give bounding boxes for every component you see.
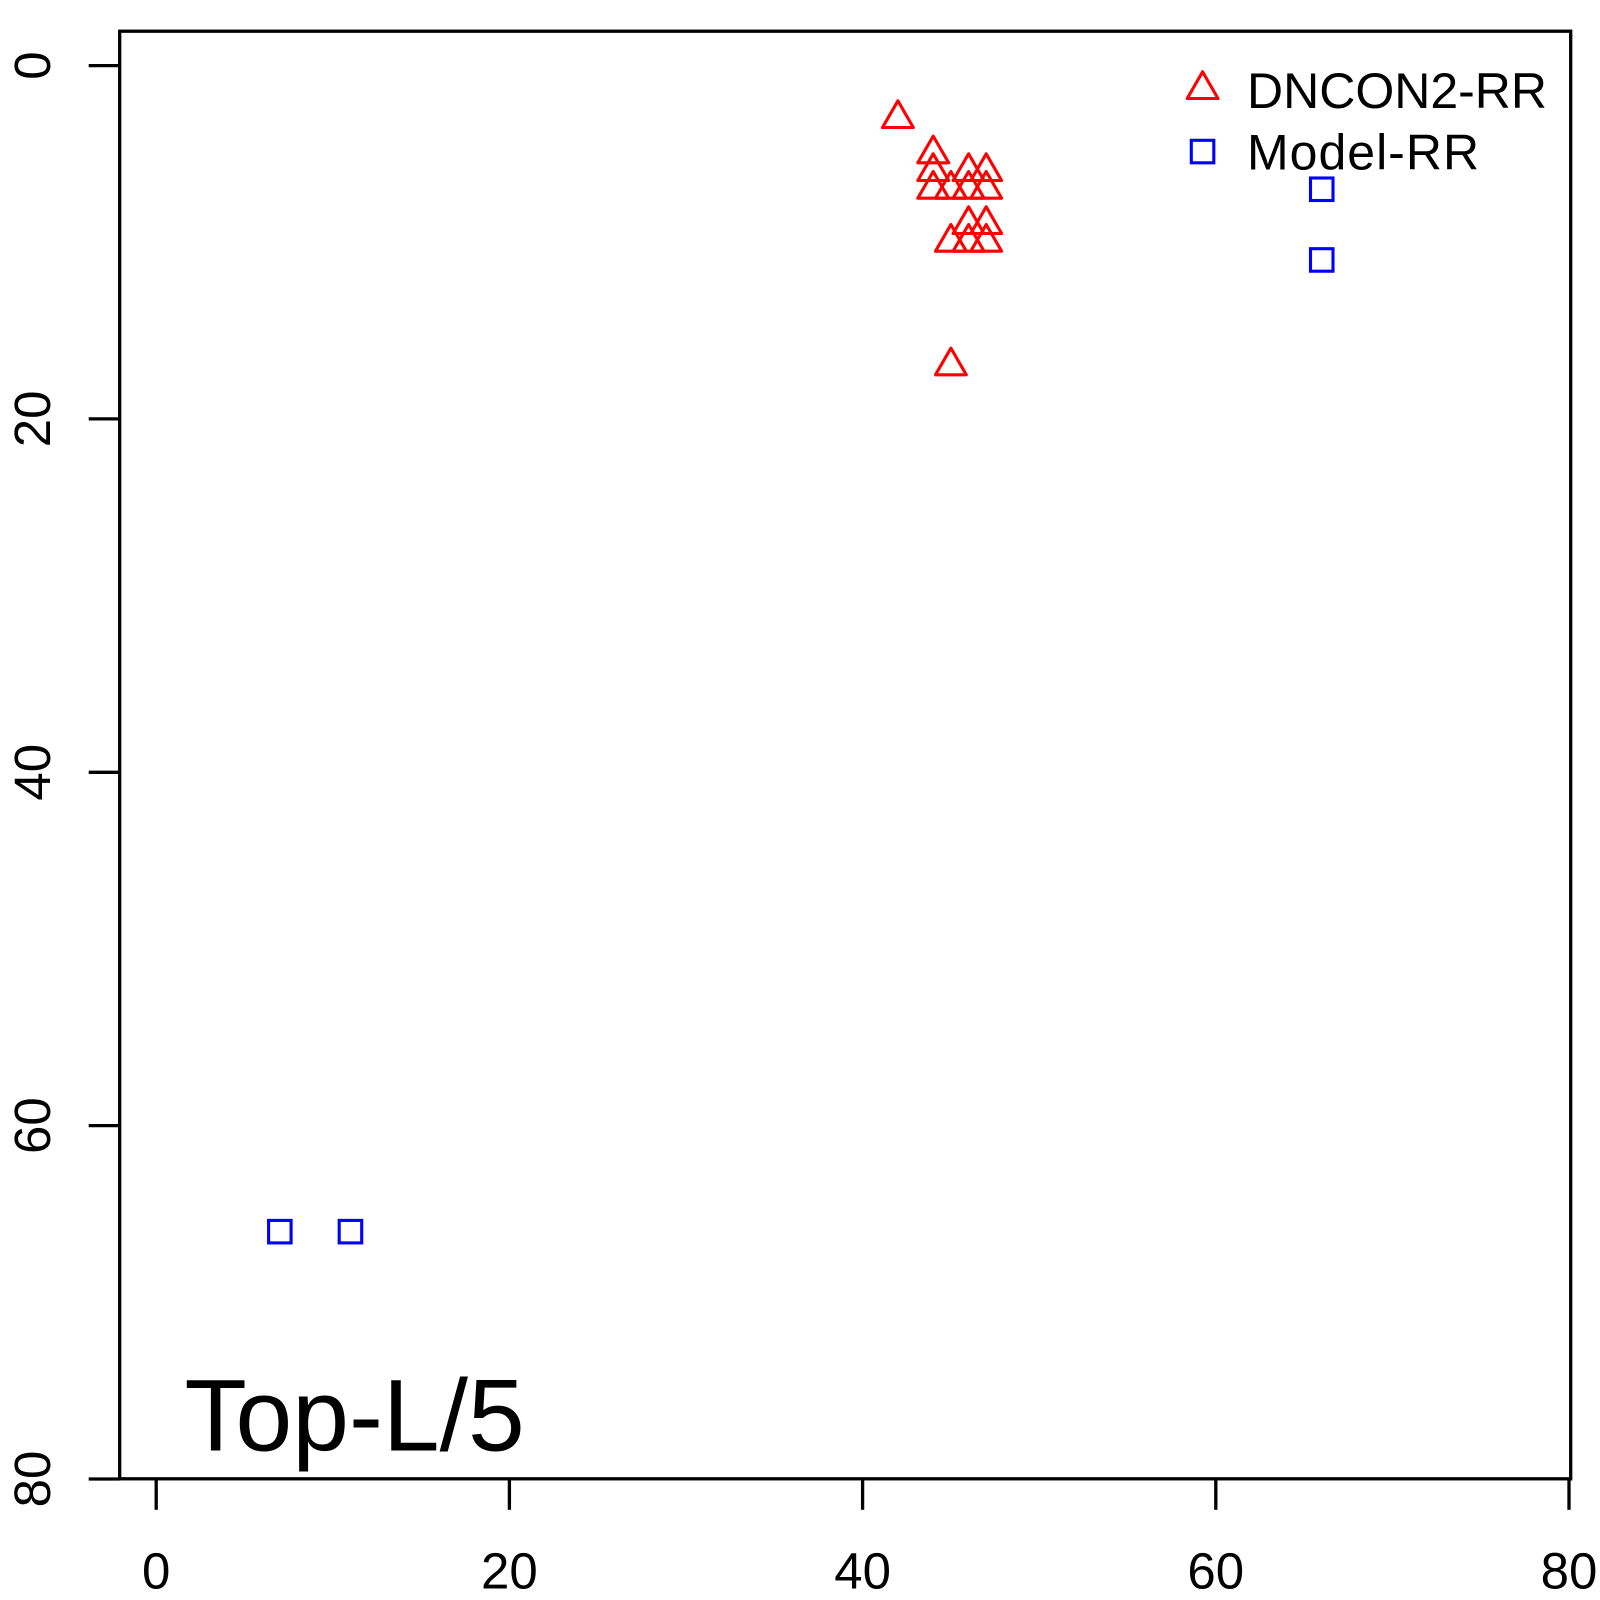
svg-text:80: 80: [1541, 1543, 1598, 1600]
svg-text:DNCON2-RR: DNCON2-RR: [1247, 63, 1547, 119]
svg-text:40: 40: [834, 1543, 891, 1600]
svg-text:Model-RR: Model-RR: [1247, 125, 1480, 181]
svg-text:80: 80: [4, 1451, 61, 1508]
svg-text:40: 40: [4, 744, 61, 801]
svg-text:20: 20: [4, 391, 61, 448]
svg-text:Top-L/5: Top-L/5: [185, 1359, 525, 1473]
svg-text:0: 0: [4, 51, 61, 79]
svg-text:0: 0: [142, 1543, 170, 1600]
svg-text:60: 60: [1187, 1543, 1244, 1600]
svg-text:20: 20: [481, 1543, 538, 1600]
svg-text:60: 60: [4, 1097, 61, 1154]
